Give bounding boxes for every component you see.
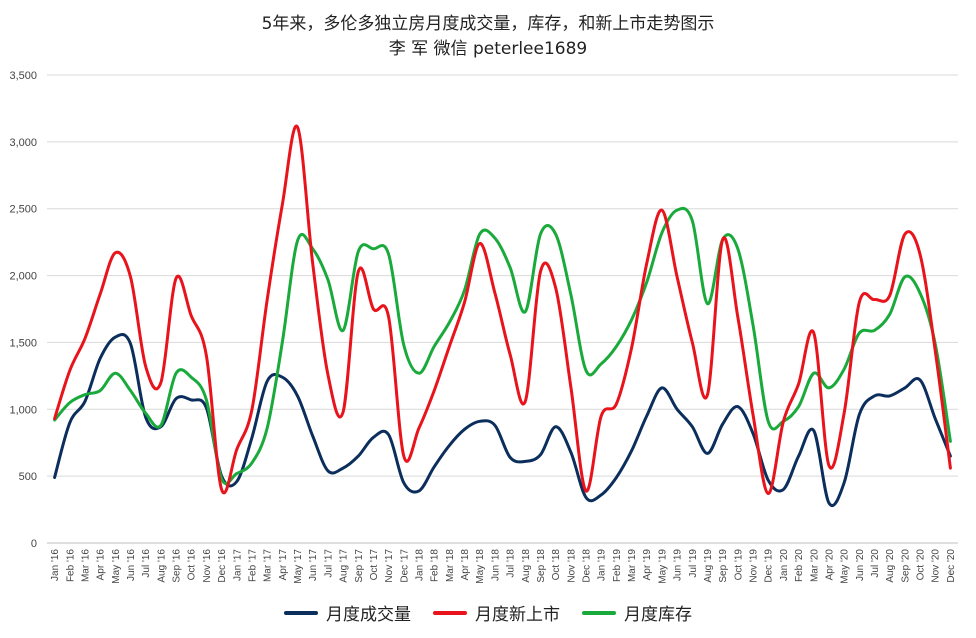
- x-tick-label: Jul '16: [141, 549, 152, 578]
- series-line-2: [53, 206, 952, 486]
- y-tick-label: 3,000: [9, 137, 37, 149]
- legend-swatch-0: [284, 610, 318, 615]
- x-tick-label: Feb '18: [430, 549, 441, 582]
- x-tick-label: May '19: [657, 549, 668, 584]
- x-tick-label: Feb '20: [794, 549, 805, 582]
- x-tick-label: Mar '16: [80, 549, 91, 582]
- x-tick-label: Aug '16: [156, 549, 167, 583]
- chart-title: 5年来，多伦多独立房月度成交量，库存，和新上市走势图示: [261, 14, 715, 34]
- x-tick-label: Nov '19: [749, 549, 760, 583]
- x-tick-label: Jan '20: [779, 549, 790, 581]
- x-tick-label: Nov '17: [384, 549, 395, 583]
- y-tick-label: 3,500: [9, 70, 37, 82]
- x-tick-label: Aug '18: [521, 549, 532, 583]
- x-tick-label: Dec '16: [217, 549, 228, 583]
- x-tick-label: Jan '18: [414, 549, 425, 581]
- x-tick-label: Feb '19: [612, 549, 623, 582]
- x-tick-label: Oct '19: [733, 549, 744, 581]
- x-tick-label: Jun '17: [308, 549, 319, 581]
- series-line-1: [53, 124, 952, 496]
- x-tick-label: May '18: [475, 549, 486, 584]
- x-tick-label: Dec '18: [582, 549, 593, 583]
- legend-swatch-2: [582, 610, 616, 615]
- x-tick-label: Feb '17: [247, 549, 258, 582]
- y-tick-label: 0: [31, 538, 37, 550]
- y-tick-label: 1,000: [9, 404, 37, 416]
- x-tick-label: Apr '20: [824, 549, 835, 581]
- legend-item-1: 月度新上市: [433, 600, 560, 625]
- y-tick-label: 2,000: [9, 271, 37, 283]
- x-tick-label: Aug '17: [339, 549, 350, 583]
- plot-area: 0 500 1,000 1,500 2,000 2,500 3,000 3,500 Jan '1…: [9, 70, 958, 584]
- y-tick-label: 500: [19, 471, 37, 483]
- x-tick-label: Dec '20: [946, 549, 957, 583]
- x-tick-label: Sep '20: [900, 549, 911, 583]
- x-tick-label: Apr '18: [460, 549, 471, 581]
- x-tick-label: Sep '17: [354, 549, 365, 583]
- x-tick-label: Oct '16: [187, 549, 198, 581]
- x-tick-label: Mar '18: [445, 549, 456, 582]
- legend-item-2: 月度库存: [582, 600, 692, 625]
- x-tick-label: Dec '17: [399, 549, 410, 583]
- x-tick-label: Sep '19: [718, 549, 729, 583]
- x-tick-label: Jan '16: [50, 549, 61, 581]
- legend-label-2: 月度库存: [624, 605, 692, 625]
- x-tick-label: Oct '20: [916, 549, 927, 581]
- x-tick-label: Jun '19: [673, 549, 684, 581]
- x-tick-label: Jan '19: [597, 549, 608, 581]
- legend-label-1: 月度新上市: [475, 605, 560, 625]
- legend-swatch-1: [433, 610, 467, 615]
- x-tick-label: Mar '17: [263, 549, 274, 582]
- x-tick-label: Nov '20: [931, 549, 942, 583]
- y-tick-label: 2,500: [9, 204, 37, 216]
- legend-item-0: 月度成交量: [284, 600, 411, 625]
- x-tick-label: Sep '16: [172, 549, 183, 583]
- x-tick-label: May '17: [293, 549, 304, 584]
- x-tick-label: Jun '20: [855, 549, 866, 581]
- x-tick-label: Feb '16: [65, 549, 76, 582]
- y-tick-label: 1,500: [9, 337, 37, 349]
- x-tick-label: Nov '18: [566, 549, 577, 583]
- x-tick-label: Apr '17: [278, 549, 289, 581]
- x-tick-label: Apr '19: [642, 549, 653, 581]
- x-tick-label: Jan '17: [232, 549, 243, 581]
- x-tick-label: Mar '20: [809, 549, 820, 582]
- x-tick-label: Jun '18: [490, 549, 501, 581]
- x-tick-label: Dec '19: [764, 549, 775, 583]
- chart-subtitle: 李 军 微信 peterlee1689: [388, 39, 588, 59]
- x-tick-label: Mar '19: [627, 549, 638, 582]
- x-tick-label: Oct '18: [551, 549, 562, 581]
- x-tick-label: Oct '17: [369, 549, 380, 581]
- legend-label-0: 月度成交量: [326, 605, 411, 625]
- x-tick-label: Jul '19: [688, 549, 699, 578]
- x-tick-label: Aug '20: [885, 549, 896, 583]
- x-tick-label: Sep '18: [536, 549, 547, 583]
- x-tick-label: Aug '19: [703, 549, 714, 583]
- x-tick-label: Jul '17: [323, 549, 334, 578]
- x-tick-label: Jun '16: [126, 549, 137, 581]
- x-tick-label: Jul '20: [870, 549, 881, 578]
- x-tick-label: Nov '16: [202, 549, 213, 583]
- x-tick-label: May '16: [111, 549, 122, 584]
- x-tick-label: Jul '18: [506, 549, 517, 578]
- series-line-0: [53, 332, 952, 507]
- x-tick-label: May '20: [840, 549, 851, 584]
- legend: 月度成交量 月度新上市 月度库存: [0, 600, 976, 625]
- x-tick-label: Apr '16: [96, 549, 107, 581]
